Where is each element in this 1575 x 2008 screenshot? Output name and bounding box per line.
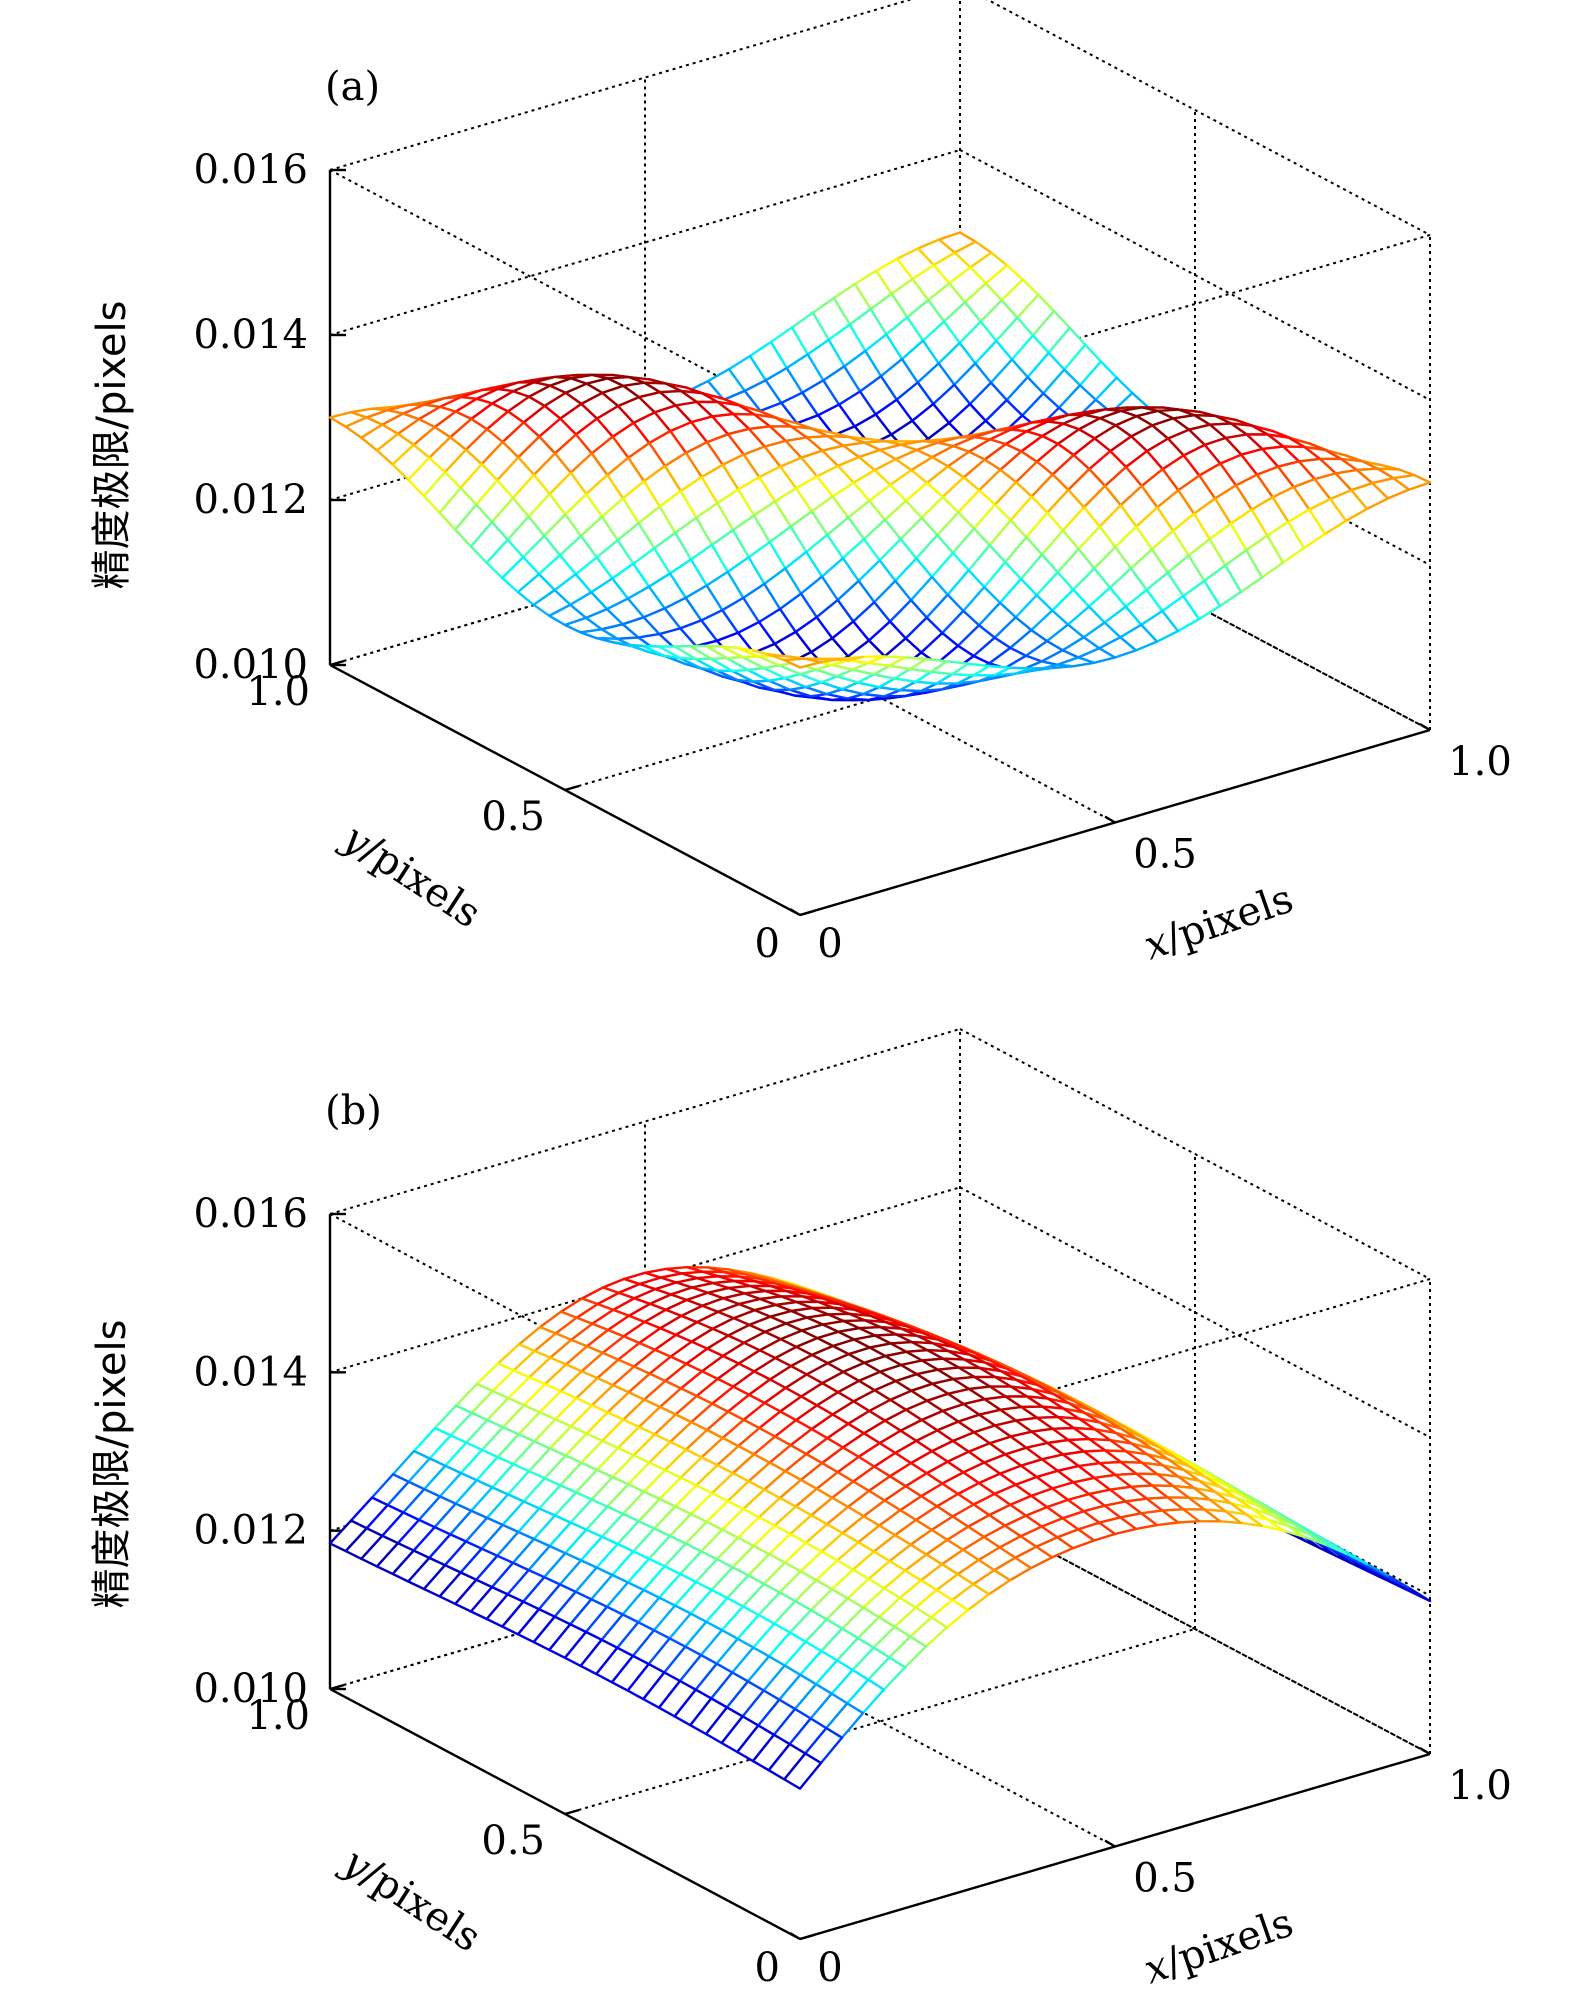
y-tick-mark xyxy=(799,1933,815,1941)
wall-grid-line xyxy=(329,0,913,171)
x-tick-mark xyxy=(1104,1839,1116,1848)
y-axis-unit: /pixels xyxy=(354,1851,489,1961)
wall-grid-line xyxy=(329,1028,961,1215)
y-tick-mark xyxy=(564,784,580,792)
z-tick-label: 0.016 xyxy=(193,1191,308,1237)
wall-grid-line xyxy=(986,0,1431,236)
panel-label: (a) xyxy=(325,64,380,110)
x-tick-mark xyxy=(1419,722,1431,732)
z-tick-label: 0.010 xyxy=(193,1666,308,1712)
z-tick-label: 0.016 xyxy=(193,147,308,193)
x-tick-mark xyxy=(789,1931,801,1941)
x-axis-unit: /pixels xyxy=(1160,1900,1299,1986)
y-axis-title: y/pixels xyxy=(333,814,489,938)
z-tick-label: 0.010 xyxy=(193,642,308,688)
z-axis-title: 精度极限/pixels xyxy=(89,301,135,590)
y-tick-mark xyxy=(329,1683,345,1691)
surface-mesh xyxy=(328,1266,1432,1790)
mesh-plot-b: (b) 0.010 0.012 0.014 0.016 0 0.5 1.0 0 … xyxy=(89,1028,1512,1994)
x-tick-label: 0 xyxy=(817,1945,842,1991)
mesh-cell xyxy=(783,1752,823,1790)
x-tick-label: 0.5 xyxy=(1133,832,1197,878)
y-tick-label: 0 xyxy=(755,1945,780,1991)
wall-grid-line xyxy=(959,1028,1431,1280)
y-tick-label: 1.0 xyxy=(246,669,310,715)
mesh-plot-a: (a) 0.010 0.012 0.014 0.016 0 0.5 1.0 0 … xyxy=(89,0,1512,970)
x-tick-label: 0.5 xyxy=(1133,1856,1197,1902)
x-axis-title: x/pixels xyxy=(1138,1900,1299,1994)
panel-label: (b) xyxy=(325,1088,382,1134)
y-tick-label: 0 xyxy=(755,921,780,967)
front-axes xyxy=(328,168,1431,917)
y-tick-label: 1.0 xyxy=(246,1693,310,1739)
front-axes xyxy=(328,1212,1431,1941)
wall-grid-line xyxy=(329,149,961,336)
surface-mesh xyxy=(328,231,1432,702)
wall-grid-line xyxy=(959,149,1431,401)
x-tick-label: 1.0 xyxy=(1448,1763,1512,1809)
x-tick-label: 1.0 xyxy=(1448,739,1512,785)
y-tick-label: 0.5 xyxy=(481,1818,545,1864)
x-tick-mark xyxy=(1104,815,1116,824)
wall-grid-line xyxy=(329,1186,961,1374)
z-tick-label: 0.012 xyxy=(193,477,308,523)
x-axis-title: x/pixels xyxy=(1138,876,1299,970)
z-axis-title: 精度极限/pixels xyxy=(89,1320,135,1609)
y-tick-label: 0.5 xyxy=(481,794,545,840)
y-tick-mark xyxy=(329,659,345,667)
x-axis-unit: /pixels xyxy=(1160,876,1299,962)
y-axis-title: y/pixels xyxy=(333,1838,489,1962)
z-tick-label: 0.014 xyxy=(193,1349,308,1395)
z-tick-label: 0.014 xyxy=(193,312,308,358)
mesh-cell xyxy=(783,657,823,669)
y-tick-mark xyxy=(564,1808,580,1816)
x-tick-mark xyxy=(789,907,801,917)
wall-grid-line xyxy=(959,1503,1431,1755)
wall-grid-line xyxy=(959,1186,1431,1439)
x-tick-mark xyxy=(1419,1746,1431,1756)
x-tick-label: 0 xyxy=(817,921,842,967)
y-axis-unit: /pixels xyxy=(354,827,489,937)
y-tick-mark xyxy=(799,909,815,917)
z-tick-label: 0.012 xyxy=(193,1508,308,1554)
floor-grid-line xyxy=(564,1628,1196,1815)
